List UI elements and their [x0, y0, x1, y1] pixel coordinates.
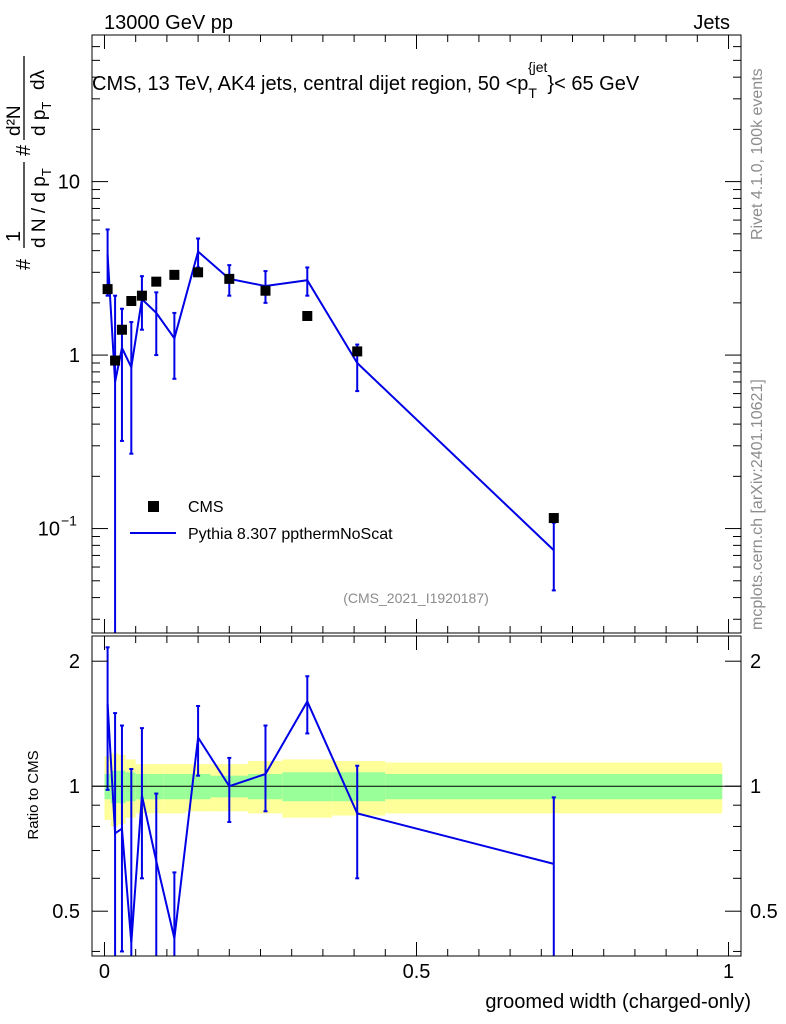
cms-data-point [302, 310, 313, 321]
svg-text:#: # [13, 258, 35, 270]
ratio-inner-band [282, 772, 333, 802]
legend-cms-marker [148, 501, 159, 512]
y-tick-label: 10 [38, 519, 60, 541]
main-ylabel: # 1 d N / d pT # d²N d pT dλ [3, 56, 54, 270]
legend-pythia-label: Pythia 8.307 ppthermNoScat [188, 526, 393, 543]
cms-data-point [102, 284, 113, 295]
ratio-y-tick-label: 2 [69, 651, 80, 673]
y-tick-label: 10 [58, 172, 80, 194]
cms-data-point [169, 269, 180, 280]
x-tick-label: 0 [99, 961, 110, 983]
main-frame [91, 34, 742, 634]
ratio-panel: 2 2 1 1 0.5 0.5 [52, 635, 778, 957]
ratio-y-tick-label: 1 [69, 776, 80, 798]
cms-data-point [136, 290, 147, 301]
ratio-y-tick-label: 0.5 [52, 901, 80, 923]
cms-data-point [193, 267, 204, 278]
legend: CMS Pythia 8.307 ppthermNoScat [130, 499, 393, 543]
x-tick-label: 0.5 [403, 961, 431, 983]
cms-data-point [126, 295, 137, 306]
cms-data-point [151, 276, 162, 287]
svg-text:dλ: dλ [28, 69, 49, 90]
pythia-line [106, 249, 555, 551]
x-axis-label: groomed width (charged-only) [485, 991, 751, 1013]
cms-data-point [260, 285, 271, 296]
header-left: 13000 GeV pp [104, 12, 233, 34]
svg-text:d N / d pT: d N / d pT [29, 168, 54, 248]
svg-text:1: 1 [3, 231, 25, 242]
y-tick-exponent: −1 [61, 513, 77, 529]
cms-data-point [548, 513, 559, 524]
ratio-ylabel: Ratio to CMS [25, 750, 42, 839]
ratio-y-tick-label-right: 0.5 [750, 901, 778, 923]
x-tick-label: 1 [723, 961, 734, 983]
svg-text:#: # [13, 144, 35, 156]
cms-data-point [110, 355, 121, 366]
ratio-y-tick-label-right: 2 [750, 651, 761, 673]
watermark: (CMS_2021_I1920187) [343, 590, 489, 606]
svg-text:d²N: d²N [4, 105, 25, 136]
cms-data-point [116, 324, 127, 335]
header-right: Jets [693, 12, 730, 34]
y-tick-label: 1 [69, 345, 80, 367]
svg-text:d pT: d pT [29, 102, 54, 136]
legend-cms-label: CMS [188, 499, 224, 516]
chart-title: CMS, 13 TeV, AK4 jets, central dijet reg… [92, 59, 640, 101]
cms-data-point [352, 346, 363, 357]
ratio-y-tick-label-right: 1 [750, 776, 761, 798]
rivet-label: Rivet 4.1.0, 100k events [749, 68, 766, 240]
mcplots-label: mcplots.cern.ch [arXiv:2401.10621] [749, 379, 766, 630]
cms-data-point [224, 273, 235, 284]
